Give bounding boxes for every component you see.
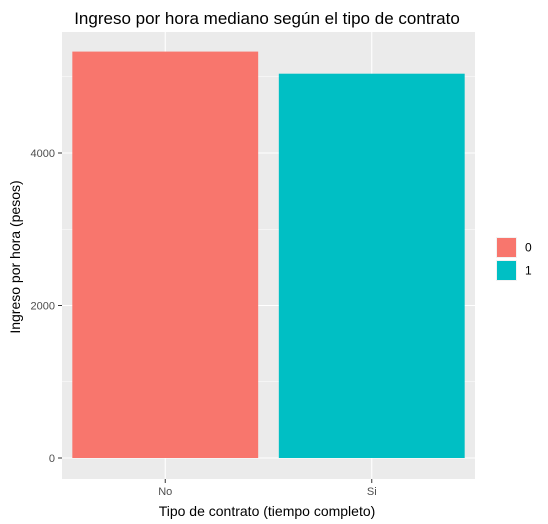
bar-no: [72, 51, 259, 459]
y-tick-label: 0: [49, 453, 55, 465]
legend-swatch: [497, 261, 516, 280]
y-tick-label: 4000: [31, 148, 55, 160]
y-tick-label: 2000: [31, 301, 55, 313]
legend: 01: [496, 237, 532, 281]
legend-label: 0: [525, 241, 532, 255]
x-axis: No Si: [158, 479, 377, 498]
y-axis-title: Ingreso por hora (pesos): [7, 180, 23, 333]
legend-label: 1: [525, 264, 532, 278]
x-tick-label: No: [158, 486, 172, 498]
legend-swatch: [497, 238, 516, 257]
y-axis: 0 2000 4000: [31, 148, 62, 465]
chart-title: Ingreso por hora mediano según el tipo d…: [74, 9, 460, 28]
x-tick-label: Si: [367, 486, 377, 498]
bar-si: [278, 73, 465, 458]
bars: [72, 51, 465, 459]
x-axis-title: Tipo de contrato (tiempo completo): [159, 503, 376, 519]
